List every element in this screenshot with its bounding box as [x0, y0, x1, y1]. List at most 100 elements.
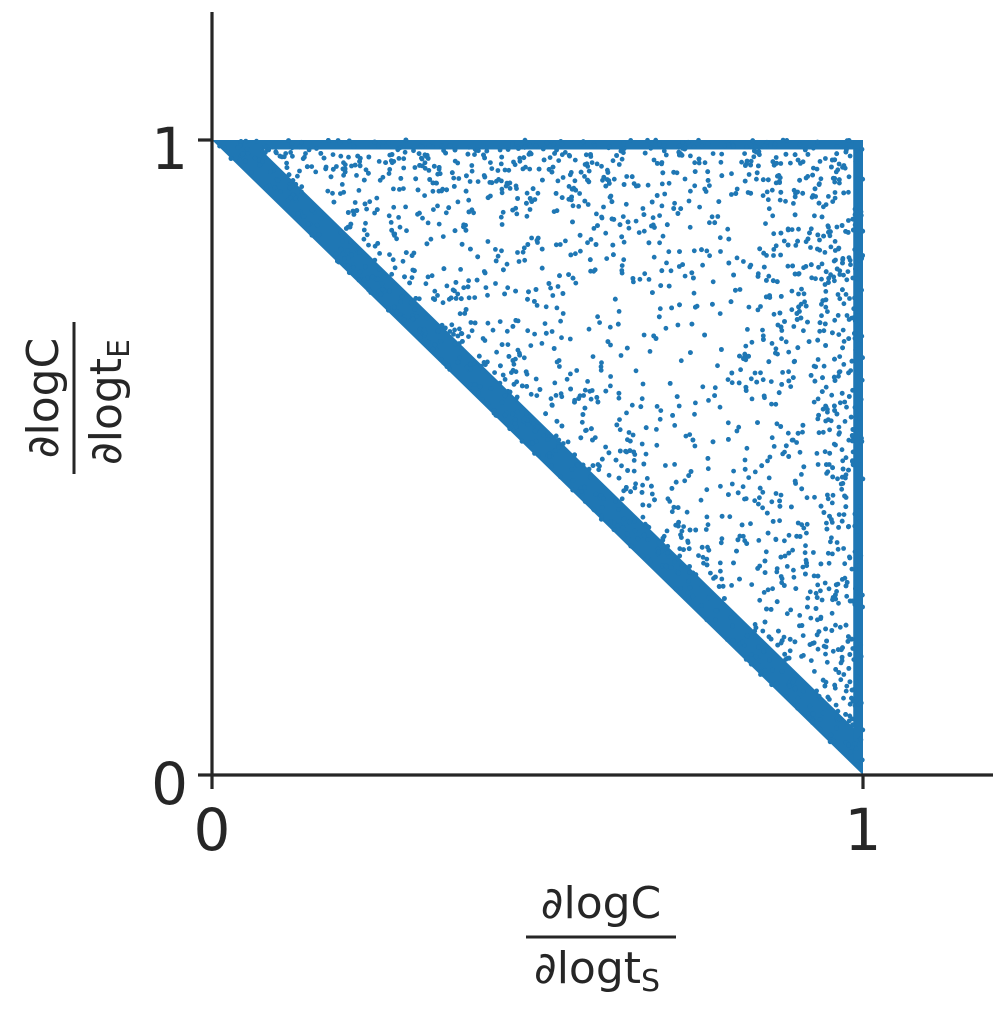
scatter-point [435, 293, 440, 298]
scatter-point [430, 346, 436, 352]
scatter-point [687, 224, 693, 230]
scatter-point [481, 360, 487, 365]
scatter-point [689, 321, 695, 327]
scatter-point [858, 654, 864, 659]
scatter-point [380, 174, 386, 180]
scatter-point [328, 174, 334, 180]
scatter-point [846, 174, 852, 180]
scatter-point [480, 368, 486, 374]
scatter-point [771, 444, 777, 449]
scatter-point [836, 525, 841, 530]
scatter-point [417, 210, 422, 216]
scatter-point [304, 164, 310, 170]
scatter-point [346, 138, 352, 144]
scatter-point [521, 416, 527, 422]
scatter-point [757, 495, 762, 501]
scatter-point [839, 390, 845, 396]
scatter-point [757, 597, 763, 603]
scatter-point [836, 424, 842, 430]
scatter-point [624, 174, 630, 179]
scatter-point [607, 144, 612, 150]
scatter-point [314, 146, 319, 151]
scatter-point [808, 226, 814, 232]
scatter-point [525, 328, 531, 334]
scatter-point [841, 190, 847, 196]
scatter-point [835, 476, 840, 482]
scatter-point [775, 642, 781, 648]
scatter-point [680, 140, 685, 145]
scatter-point [671, 504, 677, 510]
scatter-point [718, 249, 723, 254]
scatter-point [432, 342, 438, 348]
scatter-point [829, 164, 834, 170]
scatter-point [580, 462, 586, 468]
scatter-point [834, 540, 840, 545]
scatter-point [816, 693, 822, 699]
scatter-point [615, 321, 621, 327]
scatter-point [389, 271, 395, 277]
scatter-point [611, 527, 617, 533]
scatter-point [485, 401, 491, 407]
scatter-point [762, 570, 768, 575]
scatter-point [505, 147, 511, 153]
scatter-point [786, 378, 792, 384]
scatter-point [659, 203, 665, 209]
scatter-point [430, 188, 436, 194]
scatter-point [297, 144, 302, 150]
scatter-point [802, 147, 808, 153]
scatter-point [744, 144, 750, 150]
x-tick-label-1: 1 [845, 796, 882, 864]
scatter-point [726, 236, 732, 242]
scatter-point [809, 275, 815, 281]
scatter-point [628, 138, 634, 143]
scatter-point [654, 161, 660, 166]
scatter-point [755, 274, 761, 279]
scatter-point [601, 496, 606, 501]
scatter-point [684, 509, 690, 515]
scatter-point [713, 617, 718, 623]
scatter-point [782, 319, 787, 324]
scatter-point [557, 273, 562, 279]
scatter-point [715, 214, 721, 219]
scatter-point [351, 144, 357, 150]
scatter-point [829, 500, 835, 506]
scatter-point [855, 645, 861, 651]
scatter-point [262, 150, 268, 156]
scatter-point [832, 278, 837, 284]
scatter-point [837, 400, 843, 406]
scatter-point [652, 225, 657, 230]
scatter-point [627, 438, 633, 444]
scatter-point [832, 403, 837, 409]
scatter-point [691, 248, 697, 254]
scatter-point [478, 363, 484, 369]
scatter-point [396, 156, 402, 161]
scatter-point [715, 363, 720, 369]
scatter-point [705, 466, 711, 472]
scatter-point [466, 144, 472, 150]
scatter-point [719, 513, 725, 519]
scatter-point [588, 396, 594, 402]
scatter-point [462, 311, 468, 316]
scatter-point [678, 586, 683, 591]
scatter-point [804, 530, 809, 536]
scatter-point [519, 438, 525, 444]
scatter-point [853, 347, 859, 353]
scatter-point [841, 695, 846, 701]
scatter-point [412, 268, 417, 274]
scatter-point [803, 303, 809, 309]
scatter-point [852, 405, 858, 410]
scatter-point [733, 191, 739, 196]
scatter-point [403, 137, 409, 143]
scatter-point [386, 171, 392, 177]
scatter-point [725, 377, 731, 382]
scatter-point [712, 385, 718, 391]
scatter-point [843, 688, 849, 694]
scatter-point [831, 274, 837, 280]
scatter-point [843, 583, 849, 589]
scatter-point [621, 146, 627, 151]
scatter-point [376, 159, 382, 164]
scatter-point [638, 404, 644, 410]
scatter-point [585, 202, 591, 207]
scatter-point [760, 505, 765, 511]
scatter-point [451, 331, 456, 337]
